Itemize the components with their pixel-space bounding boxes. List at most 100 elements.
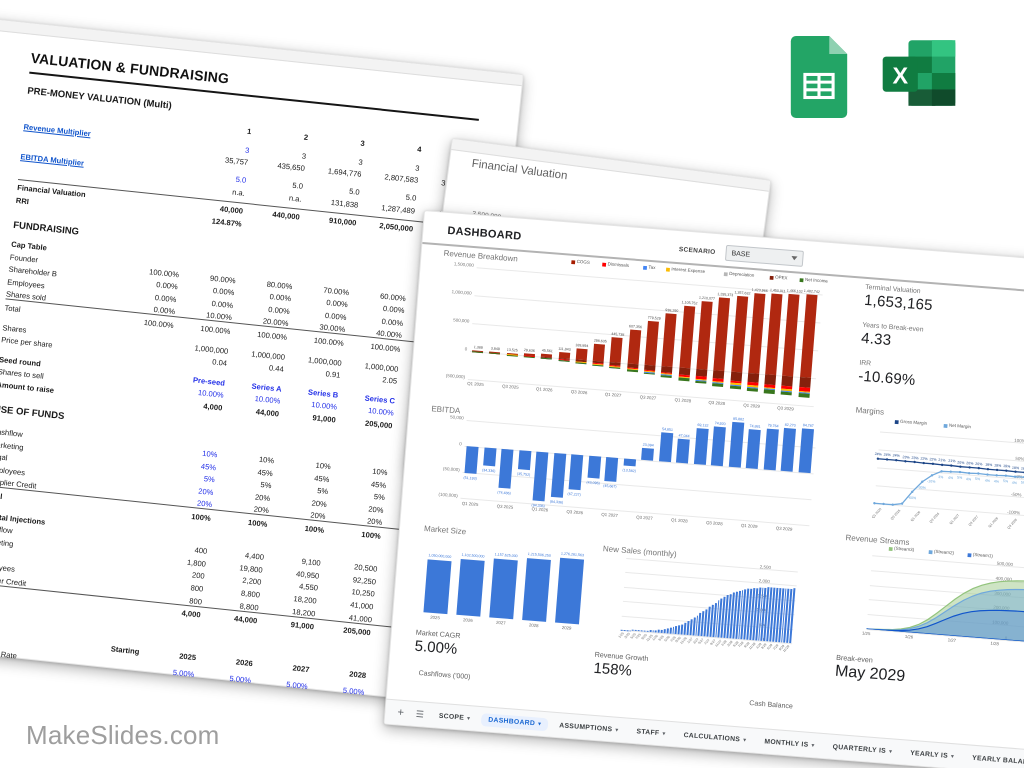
all-sheets-icon[interactable]: ☰ [415,708,425,720]
sheet-cell[interactable]: 5.00% [229,673,252,686]
bar-segment [643,372,655,375]
excel-icon: X [882,40,956,106]
legend-label: Net Margin [948,423,972,430]
sheet-cell[interactable]: 5.00% [172,667,195,680]
x-tick-label: Q1 2026 [535,387,553,393]
break-even-metric: Break-even May 2029 [834,653,906,686]
add-sheet-icon[interactable]: + [397,706,405,719]
revenue-breakdown-panel[interactable]: Revenue Breakdown COGS Dismissals Tax Inter… [432,249,831,431]
x-tick-label: Q3 2026 [570,390,588,396]
sheet-tab-quarterly-is[interactable]: QUARTERLY IS ▾ [825,740,900,759]
sheet-tab-dashboard[interactable]: DASHBOARD ▾ [480,712,549,731]
watermark: MakeSlides.com [26,720,220,750]
sheet-cell: 44,000 [233,614,258,626]
bar-segment [609,367,621,370]
sheet-cell: 3 [360,138,366,149]
legend-label: (Stream1) [973,552,994,559]
x-tick-label: Q3 2028 [708,400,726,407]
bar [592,344,606,362]
sheet-tab-assumptions[interactable]: ASSUMPTIONS ▾ [552,718,626,737]
sheet-cell [337,451,394,457]
sheet-tab-yearly-is[interactable]: YEARLY IS ▾ [903,746,962,764]
sheet-cell: 100% [190,512,212,524]
legend-swatch [723,271,728,276]
x-tick-label: 2028 [528,623,539,629]
sheet-row-label: USE OF FUNDS [0,404,65,423]
bar [482,447,497,467]
sheet-cell [246,229,303,235]
legend-label: Depreciation [728,271,755,279]
y-tick-label: 500,000 [452,318,470,325]
sheet-cell: 1,287,489 [380,202,416,216]
legend-item: Net Margin [943,423,972,430]
sheet-cell: 0.04 [211,357,228,368]
scenario-value: BASE [731,249,751,259]
legend-swatch [967,552,972,557]
sheet-cell: 1 [246,126,252,137]
legend-label: (Stream2) [933,549,954,556]
revenue-streams-panel[interactable]: Revenue Streams (Stream3) (Stream2) (Strea… [837,533,1024,661]
legend-label: Net Income [804,277,829,285]
scenario-label: SCENARIO [678,245,716,256]
market-size-panel[interactable]: Market Size 1,050,000,000 2025 1,102,500,0… [416,524,595,639]
sheet-tab-yearly-balance[interactable]: YEARLY BALANCE▾ [965,751,1024,768]
scenario-dropdown[interactable]: BASE [724,244,804,267]
sheet-tab-bar: + ☰ SCOPE ▾ DASHBOARD ▾ ASSUMPTIONS ▾ STAFF ▾ CA… [384,698,1024,768]
x-tick-label: Q1 2026 [910,510,922,523]
legend-label: COGS [576,259,591,266]
sheet-cell: 131,838 [330,197,359,210]
bar [658,432,673,463]
sheet-tab-calculations[interactable]: CALCULATIONS ▾ [676,728,754,747]
legend-swatch [571,259,576,264]
bar [649,630,652,633]
sheet-cell[interactable]: 5.00% [342,685,365,697]
legend-item: (Stream2) [928,549,954,556]
bar [675,438,690,464]
x-tick-label: Q1 2027 [601,512,619,519]
new-sales-panel[interactable]: New Sales (monthly) 2,5002,0001,5001,000… [595,544,809,664]
x-tick-label: Q1 2027 [949,513,961,526]
sheet-cell: 100.00% [200,323,231,336]
sheet-cell[interactable] [85,668,142,674]
sheet-tab-label: DASHBOARD [488,716,536,727]
chevron-down-icon: ▾ [466,715,471,722]
x-tick-label: Q1 2028 [987,516,999,529]
sheet-tab-scope[interactable]: SCOPE ▾ [431,709,477,726]
legend-label: Tax [648,265,656,271]
sheet-cell: 205,000 [364,418,393,431]
sheet-cell: 100.00% [256,329,288,342]
sheet-cell [281,445,338,451]
brand-icons: X [788,36,960,118]
bar-segment [695,380,707,384]
bar [644,321,659,366]
x-tick-label: 2027 [495,620,506,626]
bar-segment [558,359,570,362]
x-tick-label: Q1 2028 [673,398,691,404]
chevron-down-icon: ▾ [811,742,815,749]
sheet-cell[interactable]: 5.00% [285,679,309,692]
margins-panel[interactable]: Margins Gross Margin Net Margin 100% 50% 0%… [847,405,1024,541]
x-tick-label: Q3 2025 [890,509,902,521]
sheet-tab-label: SCOPE [438,712,465,722]
legend-label: Gross Margin [899,419,928,427]
sheet-cell: 100% [304,523,325,535]
market-cagr-value: 5.00% [414,637,458,658]
kpi-irr: IRR -10.69% [858,360,1024,401]
sheet-cell [111,428,168,434]
ebitda-panel[interactable]: EBITDA 50,000 0 (50,000) (100,000) (51,193)(… [423,404,823,546]
bar [693,428,709,465]
x-tick-label: Q3 2027 [636,515,653,522]
x-tick-label: Q3 2028 [705,521,723,527]
new-sales-plot: 2,5002,0001,5001,00050001/253/255/257/25… [618,557,798,653]
sheet-cell [102,512,159,518]
legend-item: Gross Margin [894,419,928,427]
x-tick-label: Q1 2029 [742,403,760,410]
chevron-down-icon: ▾ [615,727,619,734]
bar [652,630,655,633]
point-label: -60% [907,495,917,501]
sheet-tab-staff[interactable]: STAFF ▾ [629,724,673,740]
bar [626,629,629,631]
sheet-tab-monthly-is[interactable]: MONTHLY IS ▾ [757,734,822,752]
revenue-streams-plot: 500,000400,000300,000200,000100,00001/25… [862,555,1024,647]
x-tick-label: Q3 2026 [929,512,941,524]
